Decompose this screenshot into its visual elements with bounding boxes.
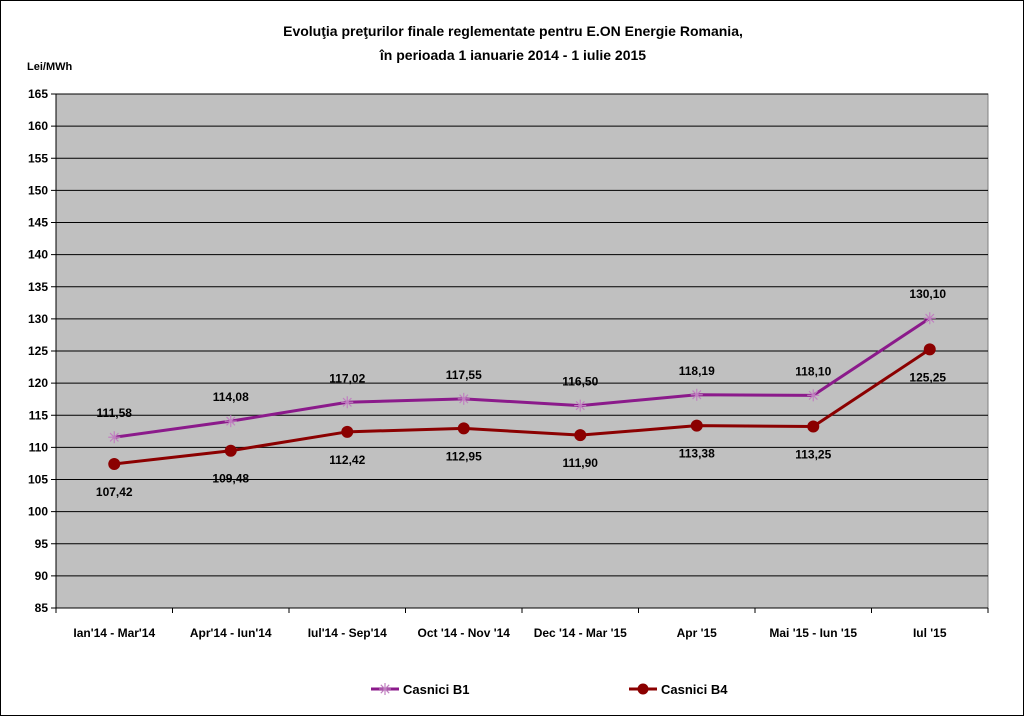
y-tick-label: 150 (28, 183, 48, 197)
data-point-b4 (923, 343, 936, 356)
legend-label: Casnici B4 (661, 682, 728, 697)
star-marker-d2 (575, 400, 585, 411)
y-tick-label: 110 (29, 440, 49, 454)
y-tick-label: 140 (28, 248, 48, 262)
y-tick-label: 145 (28, 216, 48, 230)
data-point-b1 (574, 399, 587, 412)
data-point-b1 (923, 312, 936, 325)
data-point-b1 (224, 415, 237, 428)
data-label: 113,25 (795, 447, 831, 461)
data-label: 112,42 (329, 453, 365, 467)
y-tick-label: 135 (28, 280, 48, 294)
data-label: 117,55 (446, 368, 482, 382)
data-label: 116,50 (562, 375, 598, 389)
chart-title-line2: în perioada 1 ianuarie 2014 - 1 iulie 20… (379, 47, 646, 63)
y-tick-label: 165 (28, 87, 48, 101)
y-tick-label: 120 (28, 376, 48, 390)
star-marker-d2 (808, 390, 818, 400)
data-label: 111,58 (97, 406, 133, 420)
data-label: 111,90 (563, 456, 599, 470)
x-tick-label: Mai '15 - Iun '15 (769, 626, 857, 640)
data-point-b1 (457, 392, 470, 405)
legend-label: Casnici B1 (403, 682, 469, 697)
data-label: 130,10 (909, 287, 946, 301)
y-tick-label: 90 (35, 569, 49, 583)
data-point-b4 (224, 444, 237, 457)
x-tick-label: Iul'14 - Sep'14 (308, 626, 387, 640)
x-tick-label: Apr'14 - Iun'14 (190, 626, 272, 640)
x-tick-label: Apr '15 (677, 626, 718, 640)
x-tick-label: Dec '14 - Mar '15 (534, 626, 627, 640)
data-label: 107,42 (96, 485, 133, 499)
data-point-b4 (690, 419, 703, 432)
x-tick-label: Oct '14 - Nov '14 (418, 626, 511, 640)
x-tick-label: Ian'14 - Mar'14 (73, 626, 155, 640)
y-axis-label: Lei/MWh (27, 61, 72, 73)
y-tick-label: 105 (28, 473, 48, 487)
chart-title-line1: Evoluţia preţurilor finale reglementate … (283, 23, 743, 39)
data-label: 113,38 (679, 447, 715, 461)
star-marker-d2 (109, 432, 119, 442)
legend-marker-circle (637, 683, 649, 695)
star-marker-d2 (925, 313, 935, 323)
data-label: 125,25 (909, 370, 946, 384)
data-point-b1 (690, 388, 703, 401)
star-marker-d2 (342, 397, 352, 407)
legend-marker-star (379, 683, 391, 695)
plot-area: 165 160 155 150 145 140 135 130 125 120 115 110 105 1… (28, 87, 989, 640)
series-line-1 (114, 316, 931, 439)
y-tick-label: 85 (35, 601, 49, 615)
series-line-2 (114, 348, 931, 466)
y-tick-label: 115 (29, 408, 49, 422)
y-tick-label: 100 (28, 505, 48, 519)
data-label: 118,10 (795, 364, 831, 378)
data-point-b4 (574, 429, 587, 442)
data-label: 118,19 (679, 364, 715, 378)
data-point-b1 (807, 389, 820, 402)
data-label: 114,08 (213, 390, 249, 404)
y-tick-label: 95 (35, 537, 49, 551)
y-tick-label: 155 (28, 151, 48, 165)
legend-star-d2 (380, 684, 390, 694)
data-label: 117,02 (329, 371, 365, 385)
star-marker-d2 (226, 416, 236, 426)
legend: Casnici B1 Casnici B4 (371, 682, 728, 697)
y-tick-label: 130 (28, 312, 48, 326)
star-marker-d2 (459, 394, 469, 404)
data-point-b4 (108, 457, 121, 470)
data-point-b1 (108, 431, 121, 444)
data-label: 109,48 (212, 472, 249, 486)
y-tick-label: 160 (28, 119, 48, 133)
star-marker-d2 (692, 390, 702, 400)
data-point-b4 (341, 425, 354, 438)
data-point-b1 (341, 396, 354, 409)
x-tick-label: Iul '15 (913, 626, 947, 640)
data-point-b4 (807, 420, 820, 433)
data-label: 112,95 (446, 449, 482, 463)
data-point-b4 (457, 422, 470, 435)
y-tick-label: 125 (28, 344, 48, 358)
